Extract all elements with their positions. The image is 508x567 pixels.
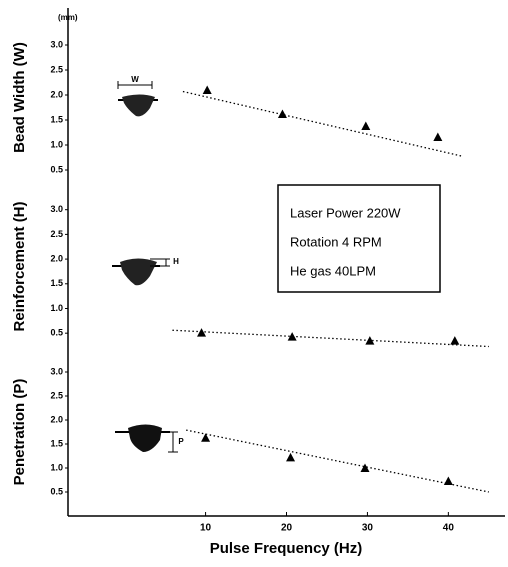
y-tick-label: 2.0	[50, 414, 63, 424]
y-tick-label: 1.0	[50, 139, 63, 149]
y-tick-label: 2.0	[50, 253, 63, 263]
data-point	[287, 332, 297, 341]
trend-line	[186, 429, 489, 493]
trend-line	[182, 90, 462, 157]
y-tick-label: 2.5	[50, 229, 63, 239]
data-point	[277, 109, 287, 118]
y-tick-label: 2.0	[50, 89, 63, 99]
y-tick-label: 0.5	[50, 328, 63, 338]
annotation-box	[277, 184, 441, 293]
trend-line	[172, 329, 489, 348]
bead-icons	[112, 81, 178, 453]
y-tick-label: 2.5	[50, 390, 63, 400]
y-tick-label: 0.5	[50, 164, 63, 174]
data-point	[201, 433, 211, 442]
x-axis-label: Pulse Frequency (Hz)	[210, 540, 363, 557]
annotation: Laser Power 220W	[290, 205, 401, 220]
y-tick-label: 3.0	[50, 366, 63, 376]
x-tick-label: 10	[200, 523, 212, 534]
y-tick-label: 0.5	[50, 486, 63, 496]
data-point	[450, 336, 460, 345]
y-tick-label: 3.0	[50, 204, 63, 214]
data-point	[286, 452, 296, 462]
icon-label: W	[131, 75, 139, 84]
icon-label: H	[173, 257, 179, 266]
data-point	[365, 336, 375, 345]
unit-label: (mm)	[58, 13, 78, 22]
y-tick-label: 1.5	[50, 438, 63, 448]
y-tick-label: 1.5	[50, 278, 63, 288]
y-axis-label: Penetration (P)	[11, 379, 28, 486]
annotation: He gas 40LPM	[290, 263, 376, 278]
data-point	[361, 121, 371, 130]
data-point	[360, 463, 370, 472]
y-axis-label: Reinforcement (H)	[11, 201, 28, 331]
x-tick-label: 20	[281, 523, 293, 534]
data-point	[443, 476, 453, 485]
x-tick-label: 30	[362, 523, 374, 534]
data-point	[197, 328, 207, 337]
data-point	[202, 85, 212, 94]
icon-label: P	[178, 437, 184, 446]
x-tick-label: 40	[443, 523, 455, 534]
y-tick-label: 1.0	[50, 462, 63, 472]
y-tick-label: 1.5	[50, 114, 63, 124]
annotation: Rotation 4 RPM	[290, 234, 382, 249]
y-tick-label: 3.0	[50, 39, 63, 49]
y-axis-label: Bead Width (W)	[11, 42, 28, 153]
y-tick-label: 2.5	[50, 64, 63, 74]
y-tick-label: 1.0	[50, 303, 63, 313]
data-point	[433, 132, 443, 141]
